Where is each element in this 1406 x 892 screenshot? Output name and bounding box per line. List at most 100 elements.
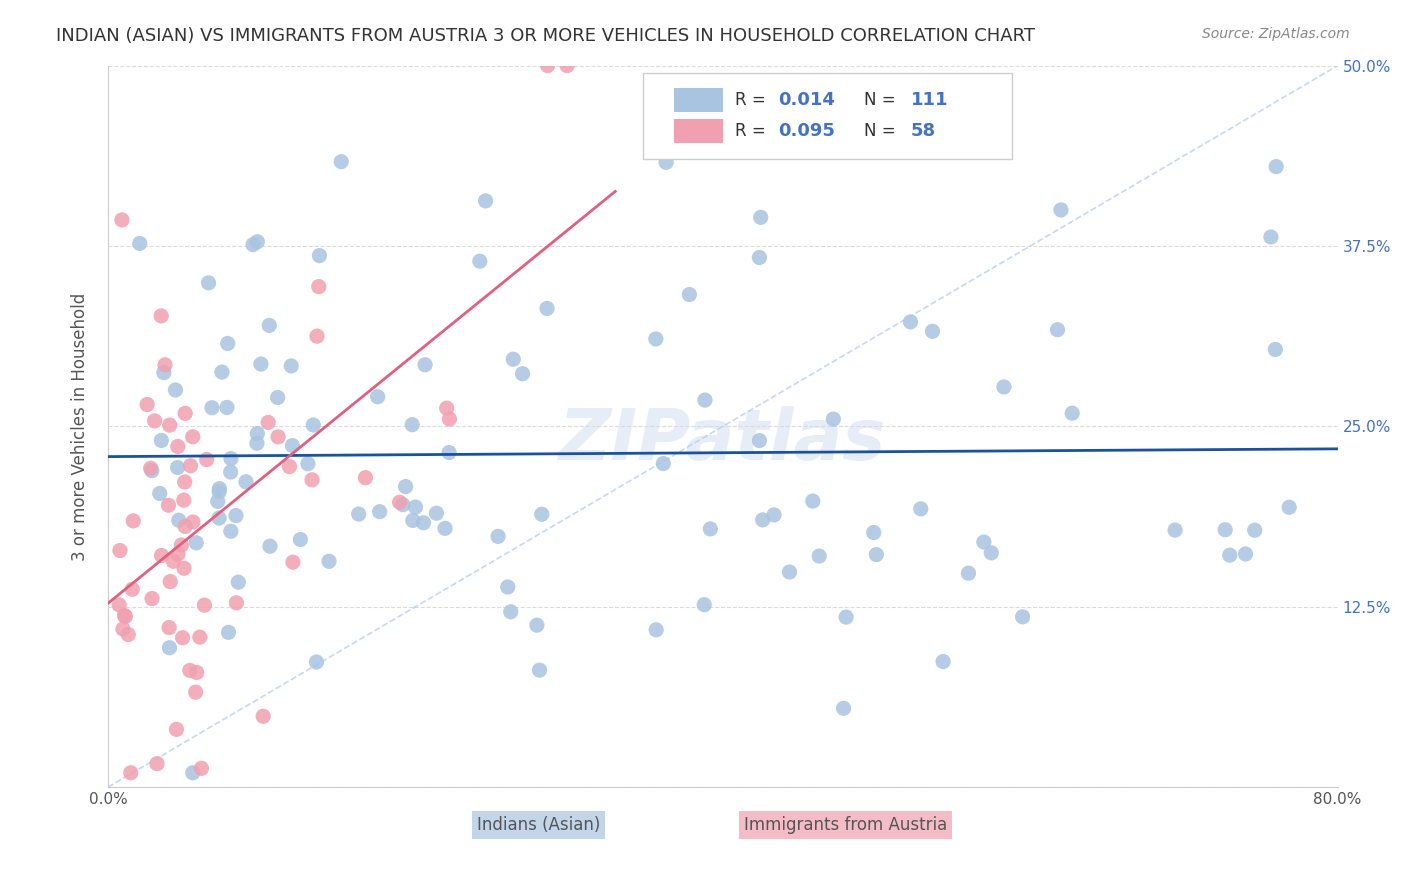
Text: N =: N = [865, 121, 901, 139]
Point [474, 194, 496, 208]
Point [330, 154, 353, 169]
Point [297, 457, 319, 471]
Point [165, 383, 187, 397]
Point [763, 508, 786, 522]
Point [122, 514, 145, 528]
Point [1164, 523, 1187, 537]
Point [779, 565, 801, 579]
Point [502, 352, 524, 367]
Point [215, 401, 238, 415]
Point [392, 498, 415, 512]
Point [439, 412, 461, 426]
Point [973, 535, 995, 549]
Point [252, 709, 274, 723]
Point [170, 538, 193, 552]
Point [1213, 523, 1236, 537]
Text: 58: 58 [911, 121, 936, 139]
Point [181, 515, 204, 529]
Point [246, 235, 269, 249]
Text: R =: R = [735, 121, 770, 139]
Point [242, 237, 264, 252]
Point [150, 309, 173, 323]
Point [181, 765, 204, 780]
Point [259, 318, 281, 333]
Point [1011, 610, 1033, 624]
Point [530, 508, 553, 522]
Point [201, 401, 224, 415]
Point [159, 574, 181, 589]
Point [980, 546, 1002, 560]
Point [367, 390, 389, 404]
Point [499, 605, 522, 619]
Point [412, 516, 434, 530]
Point [173, 475, 195, 489]
Point [246, 426, 269, 441]
Point [195, 452, 218, 467]
Point [354, 471, 377, 485]
FancyBboxPatch shape [673, 88, 723, 112]
Text: 111: 111 [911, 90, 949, 109]
Text: Indians (Asian): Indians (Asian) [477, 816, 600, 835]
Point [121, 582, 143, 597]
Point [1234, 547, 1257, 561]
Point [808, 549, 831, 563]
Point [1050, 202, 1073, 217]
Point [165, 723, 187, 737]
Point [413, 358, 436, 372]
Point [801, 494, 824, 508]
Point [434, 521, 457, 535]
Point [180, 458, 202, 473]
Point [823, 412, 845, 426]
Point [166, 460, 188, 475]
Point [1265, 160, 1288, 174]
Point [174, 519, 197, 533]
Point [526, 618, 548, 632]
Point [139, 461, 162, 475]
Y-axis label: 3 or more Vehicles in Household: 3 or more Vehicles in Household [72, 293, 89, 560]
Point [193, 598, 215, 612]
Text: Source: ZipAtlas.com: Source: ZipAtlas.com [1202, 27, 1350, 41]
Point [900, 315, 922, 329]
Text: INDIAN (ASIAN) VS IMMIGRANTS FROM AUSTRIA 3 OR MORE VEHICLES IN HOUSEHOLD CORREL: INDIAN (ASIAN) VS IMMIGRANTS FROM AUSTRI… [56, 27, 1035, 45]
Point [394, 479, 416, 493]
Text: 0.014: 0.014 [778, 90, 835, 109]
Point [159, 418, 181, 433]
Point [308, 279, 330, 293]
Point [219, 465, 242, 479]
Point [120, 765, 142, 780]
Point [468, 254, 491, 268]
Point [136, 398, 159, 412]
Point [219, 451, 242, 466]
Text: Immigrants from Austria: Immigrants from Austria [744, 816, 948, 835]
Point [157, 498, 180, 512]
Point [301, 473, 323, 487]
Point [1264, 343, 1286, 357]
Point [149, 486, 172, 500]
Point [1219, 548, 1241, 562]
Point [529, 663, 551, 677]
Point [246, 436, 269, 450]
Point [167, 513, 190, 527]
Point [862, 525, 884, 540]
Point [496, 580, 519, 594]
Point [186, 536, 208, 550]
FancyBboxPatch shape [673, 119, 723, 143]
Point [921, 324, 943, 338]
Point [266, 391, 288, 405]
Point [208, 484, 231, 499]
Point [957, 566, 980, 581]
Point [153, 366, 176, 380]
Point [153, 358, 176, 372]
Point [751, 513, 773, 527]
Point [162, 554, 184, 568]
Text: 0.095: 0.095 [778, 121, 835, 139]
Point [645, 623, 668, 637]
Point [436, 401, 458, 416]
Point [910, 501, 932, 516]
Point [141, 464, 163, 478]
Point [267, 430, 290, 444]
Text: N =: N = [865, 90, 901, 109]
Point [173, 561, 195, 575]
Point [167, 547, 190, 561]
Text: ZIPatlas: ZIPatlas [560, 407, 887, 475]
